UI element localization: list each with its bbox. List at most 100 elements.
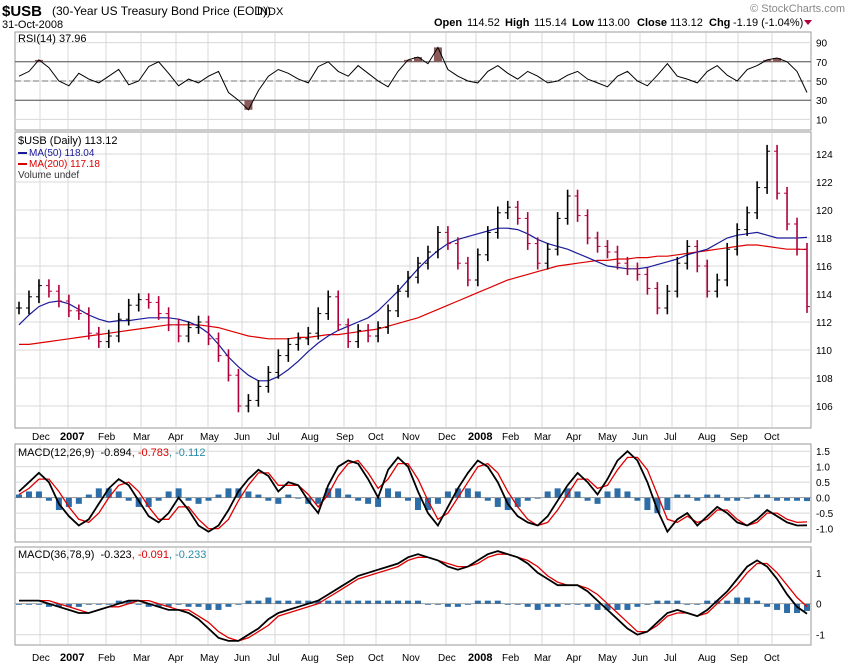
- macd-histogram-bar: [704, 494, 711, 498]
- macd1-panel: 1.5 1.0 0.5 0.0 -0.5 -1.0 MACD(12,26,9) -0.89…: [14, 443, 834, 543]
- description: (30-Year US Treasury Bond Price (EOD)): [52, 4, 271, 18]
- rsi-label: RSI(14) 37.96: [18, 33, 86, 45]
- ma50-legend: MA(50) 118.04: [29, 148, 95, 159]
- macd-histogram-bar: [275, 600, 282, 604]
- price-panel: 124 122 120 118 116 114 112 110 108 106 $USB (Dai…: [14, 131, 833, 429]
- x-tick-label: Feb: [502, 653, 520, 664]
- macd-histogram-bar: [165, 603, 172, 607]
- macd2-sep1: ,: [132, 549, 138, 561]
- y-tick-label: 0.0: [816, 494, 830, 505]
- down-arrow-icon: [804, 20, 812, 25]
- y-tick-label: 1.5: [816, 447, 830, 458]
- macd-histogram-bar: [574, 603, 581, 605]
- high-value: 115.14: [534, 17, 567, 29]
- macd-histogram-bar: [744, 497, 751, 499]
- macd-histogram-bar: [524, 603, 531, 607]
- macd-histogram-bar: [694, 497, 701, 501]
- price-frame: [14, 131, 812, 429]
- macd-histogram-bar: [25, 603, 32, 605]
- y-tick-label: 110: [816, 346, 832, 357]
- x-tick-label: 2008: [468, 431, 492, 443]
- x-tick-label: Oct: [764, 432, 780, 443]
- macd-line: [18, 449, 808, 534]
- x-tick-label: Oct: [368, 653, 384, 664]
- macd-histogram-bar: [694, 603, 701, 605]
- macd-histogram-bar: [664, 600, 671, 604]
- macd-histogram-bar: [554, 603, 561, 607]
- macd-histogram-bar: [714, 600, 721, 604]
- macd-histogram-bar: [434, 603, 441, 605]
- macd2-signal-value: -0.091: [138, 549, 169, 561]
- macd-histogram-bar: [804, 603, 810, 611]
- macd-histogram-bar: [704, 600, 711, 604]
- macd-histogram-bar: [195, 603, 202, 607]
- macd-histogram-bar: [794, 603, 801, 614]
- macd-histogram-bar: [325, 600, 332, 604]
- macd-histogram-bar: [25, 491, 32, 498]
- macd-histogram-bar: [644, 497, 651, 511]
- macd-histogram-bar: [255, 600, 262, 604]
- x-tick-label: Jun: [632, 653, 648, 664]
- macd1-signal-value: -0.783: [138, 447, 169, 459]
- close-value: 113.12: [670, 17, 703, 29]
- macd-histogram-bar: [395, 600, 402, 604]
- x-tick-label: Dec: [438, 653, 456, 664]
- y-tick-label: 114: [816, 290, 832, 301]
- macd-histogram-bar: [245, 491, 252, 498]
- macd-histogram-bar: [424, 603, 431, 605]
- macd-histogram-bar: [534, 497, 541, 499]
- macd-histogram-bar: [235, 603, 242, 605]
- macd-histogram-bar: [245, 600, 252, 604]
- macd-histogram-bar: [614, 488, 621, 498]
- macd-histogram-bar: [484, 497, 491, 501]
- macd-histogram-bar: [215, 494, 222, 498]
- macd-histogram-bar: [285, 600, 292, 604]
- chart-date: 31-Oct-2008: [2, 19, 63, 31]
- macd-histogram-bar: [764, 494, 771, 498]
- macd-histogram-bar: [135, 603, 142, 605]
- macd-histogram-bar: [345, 600, 352, 604]
- macd-histogram-bar: [75, 603, 82, 607]
- macd1-prefix: MACD(12,26,9): [18, 447, 94, 459]
- macd-histogram-bar: [175, 488, 182, 498]
- macd-histogram-bar: [85, 603, 92, 605]
- y-tick-label: 10: [816, 115, 828, 126]
- y-tick-label: 0: [816, 600, 822, 611]
- y-tick-label: -0.5: [816, 509, 834, 520]
- x-tick-label: Aug: [698, 653, 716, 664]
- watermark: © StockCharts.com: [750, 3, 845, 15]
- macd-histogram-bar: [424, 497, 431, 511]
- macd-histogram-bar: [145, 497, 152, 507]
- macd-histogram-bar: [16, 494, 22, 498]
- macd-histogram-bar: [584, 603, 591, 607]
- y-tick-label: 122: [816, 178, 833, 189]
- macd-histogram-bar: [115, 491, 122, 498]
- y-tick-label: 70: [816, 58, 828, 69]
- ma200-line: [19, 244, 808, 345]
- macd-histogram-bar: [95, 488, 102, 498]
- rsi-panel: 90 70 50 30 10 RSI(14) 37.96: [14, 31, 828, 131]
- y-tick-label: 106: [816, 402, 833, 413]
- macd-histogram-bar: [744, 597, 751, 604]
- x-tick-label: Dec: [438, 432, 456, 443]
- macd-histogram-bar: [464, 488, 471, 498]
- macd-histogram-bar: [414, 600, 421, 604]
- y-tick-label: 30: [816, 96, 828, 107]
- x-tick-label: May: [598, 653, 617, 664]
- macd-histogram-bar: [594, 497, 601, 504]
- macd-histogram-bar: [305, 600, 312, 604]
- macd-histogram-bar: [774, 603, 781, 610]
- macd-histogram-bar: [375, 497, 382, 507]
- macd-histogram-bar: [95, 603, 102, 605]
- macd2-sep2: ,: [169, 549, 175, 561]
- rsi-overbought-fill: [773, 57, 782, 62]
- macd-histogram-bar: [225, 488, 232, 498]
- macd-histogram-bar: [684, 603, 691, 605]
- x-tick-label: Aug: [301, 653, 319, 664]
- macd-histogram-bar: [564, 603, 571, 605]
- macd-histogram-bar: [185, 497, 192, 501]
- macd-histogram-bar: [724, 600, 731, 604]
- macd-histogram-bar: [654, 497, 661, 514]
- macd-histogram-bar: [375, 600, 382, 604]
